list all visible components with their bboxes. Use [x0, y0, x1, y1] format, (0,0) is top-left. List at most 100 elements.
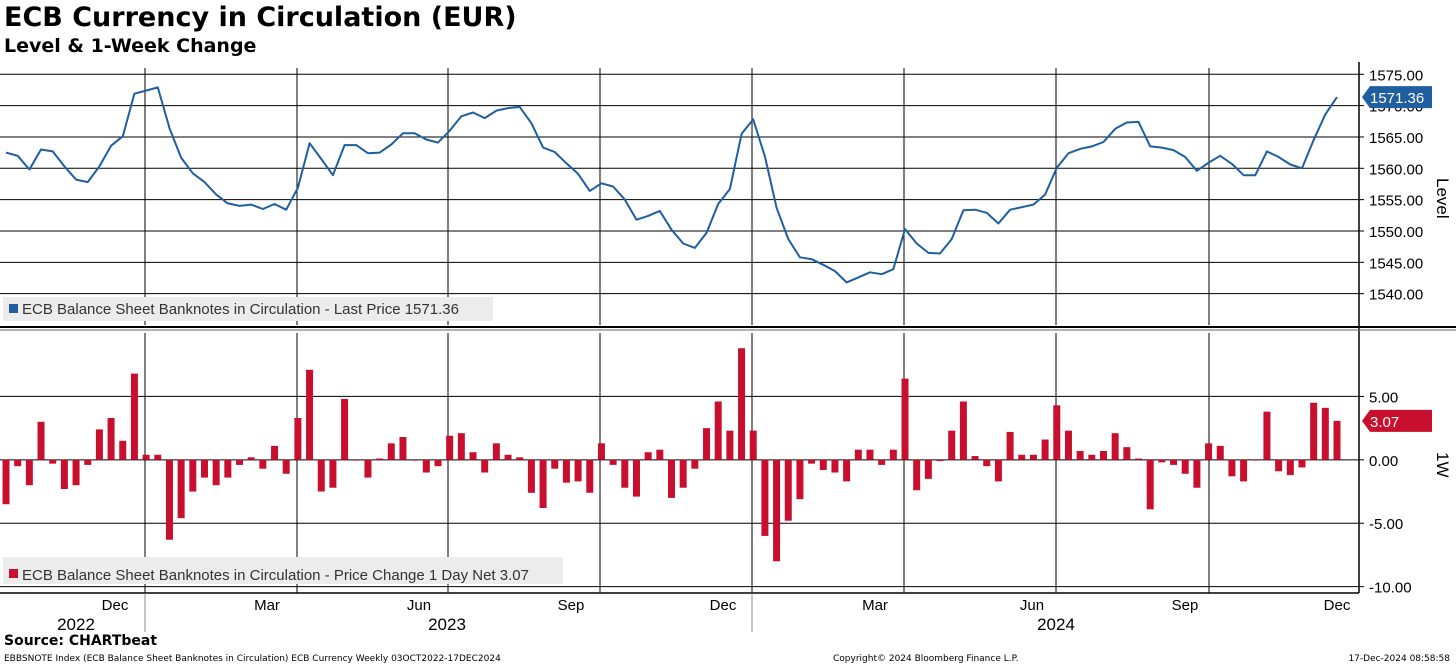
bar-weekly-change [212, 459, 220, 486]
y-tick-label-level: 1565.00 [1369, 130, 1423, 147]
bar-weekly-change [1076, 450, 1084, 460]
last-value-label-change: 3.07 [1370, 414, 1399, 431]
bar-weekly-change [539, 459, 547, 509]
bar-weekly-change [422, 459, 430, 473]
bar-weekly-change [1135, 458, 1143, 460]
bar-weekly-change [14, 459, 22, 467]
bar-weekly-change [492, 443, 500, 460]
legend-change-text: ECB Balance Sheet Banknotes in Circulati… [22, 567, 529, 584]
bar-weekly-change [2, 459, 10, 505]
bar-weekly-change [574, 459, 582, 482]
bar-weekly-change [200, 459, 208, 478]
bar-weekly-change [516, 457, 524, 460]
bar-weekly-change [866, 449, 874, 460]
bar-weekly-change [457, 433, 465, 460]
bar-weekly-change [434, 459, 442, 467]
bar-weekly-change [60, 459, 68, 489]
bar-weekly-change [609, 459, 617, 465]
bar-weekly-change [1158, 459, 1166, 463]
y-tick-label-change: -10.00 [1369, 580, 1412, 597]
bar-weekly-change [714, 401, 722, 460]
bar-weekly-change [236, 459, 244, 465]
y-tick-label-change: 0.00 [1369, 453, 1398, 470]
bar-weekly-change [306, 369, 314, 460]
bar-weekly-change [95, 429, 103, 460]
bar-weekly-change [1123, 447, 1131, 460]
bar-weekly-change [72, 459, 80, 486]
x-tick-label-month: Dec [102, 597, 129, 614]
bar-weekly-change [749, 430, 757, 460]
bar-weekly-change [1228, 459, 1236, 477]
bar-weekly-change [808, 459, 816, 464]
bar-weekly-change [352, 459, 360, 461]
bar-weekly-change [1205, 443, 1213, 460]
bar-weekly-change [656, 449, 664, 460]
bar-weekly-change [294, 417, 302, 460]
x-tick-label-year: 2022 [57, 615, 95, 634]
bar-weekly-change [282, 459, 290, 474]
bar-weekly-change [259, 459, 267, 469]
bar-weekly-change [1029, 454, 1037, 460]
x-tick-label-month: Dec [1324, 597, 1351, 614]
line-level-series [5, 86, 1338, 284]
bar-weekly-change [49, 459, 57, 464]
chart-title: ECB Currency in Circulation (EUR) [4, 2, 517, 33]
bar-weekly-change [1064, 430, 1072, 460]
bar-weekly-change [329, 459, 337, 488]
x-tick-label-month: Jun [407, 597, 431, 614]
bar-weekly-change [1263, 411, 1271, 460]
bar-weekly-change [504, 454, 512, 460]
bar-weekly-change [1240, 459, 1248, 482]
bar-weekly-change [1041, 439, 1049, 460]
bar-weekly-change [177, 459, 185, 519]
bar-weekly-change [154, 454, 162, 460]
y-tick-label-level: 1540.00 [1369, 287, 1423, 304]
footer-timestamp: 17-Dec-2024 08:58:58 [1348, 654, 1450, 664]
bar-weekly-change [481, 459, 489, 473]
source-label: Source: CHARTbeat [4, 633, 158, 649]
bar-weekly-change [142, 454, 150, 460]
last-value-label-level-box [1362, 86, 1432, 109]
bar-weekly-change [37, 421, 45, 460]
bar-weekly-change [983, 459, 991, 467]
bar-weekly-change [107, 417, 115, 460]
bar-weekly-change [948, 430, 956, 460]
bar-weekly-change [959, 401, 967, 460]
bar-weekly-change [831, 459, 839, 473]
bar-weekly-change [703, 428, 711, 460]
bar-weekly-change [1088, 454, 1096, 460]
bar-weekly-change [1251, 459, 1259, 461]
bar-weekly-change [924, 459, 932, 479]
bar-weekly-change [773, 459, 781, 562]
legend-change-swatch [9, 569, 18, 578]
bar-weekly-change [597, 443, 605, 460]
x-tick-label-month: Mar [862, 597, 888, 614]
x-tick-label-year: 2024 [1037, 615, 1075, 634]
legend-level-box [3, 297, 493, 321]
y-tick-label-level: 1545.00 [1369, 255, 1423, 272]
y-axis-title-change: 1W [1433, 452, 1452, 478]
bar-weekly-change [1181, 459, 1189, 474]
y-tick-label-change: -5.00 [1369, 516, 1403, 533]
bar-weekly-change [1111, 433, 1119, 460]
bar-weekly-change [843, 459, 851, 482]
bar-weekly-change [1321, 407, 1329, 460]
bar-weekly-change [271, 445, 279, 460]
bar-weekly-change [994, 459, 1002, 482]
last-value-label-level: 1571.36 [1370, 90, 1424, 107]
footer-copyright: Copyright© 2024 Bloomberg Finance L.P. [833, 654, 1019, 664]
bar-weekly-change [130, 373, 138, 460]
bar-weekly-change [551, 459, 559, 469]
legend-level-text: ECB Balance Sheet Banknotes in Circulati… [22, 301, 459, 318]
bar-weekly-change [1286, 459, 1294, 476]
bar-weekly-change [469, 452, 477, 460]
chart-subtitle: Level & 1-Week Change [4, 35, 257, 57]
bar-weekly-change [411, 459, 419, 461]
bar-weekly-change [1053, 405, 1061, 460]
bar-weekly-change [1275, 459, 1283, 472]
bar-weekly-change [364, 459, 372, 478]
bar-weekly-change [1298, 459, 1306, 468]
bar-weekly-change [971, 456, 979, 460]
bar-weekly-change [1193, 459, 1201, 488]
